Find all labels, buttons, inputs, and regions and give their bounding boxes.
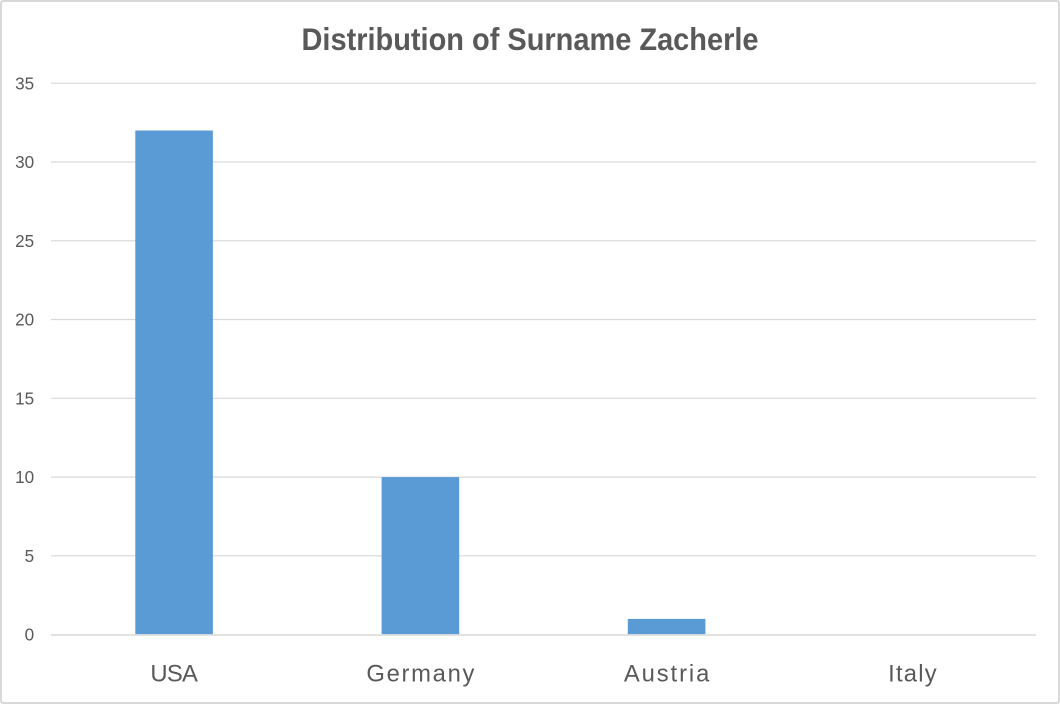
- svg-text:5: 5: [25, 547, 35, 566]
- svg-text:15: 15: [15, 389, 34, 408]
- svg-text:20: 20: [15, 311, 34, 330]
- svg-text:25: 25: [15, 232, 34, 251]
- svg-text:Austria: Austria: [624, 660, 710, 687]
- svg-text:USA: USA: [150, 660, 198, 687]
- svg-text:10: 10: [15, 468, 34, 487]
- svg-text:Italy: Italy: [888, 660, 937, 687]
- svg-text:35: 35: [15, 74, 34, 93]
- svg-text:Germany: Germany: [366, 660, 474, 687]
- svg-text:Distribution of Surname Zacher: Distribution of Surname Zacherle: [302, 22, 759, 57]
- svg-text:0: 0: [25, 626, 35, 645]
- svg-text:30: 30: [15, 153, 34, 172]
